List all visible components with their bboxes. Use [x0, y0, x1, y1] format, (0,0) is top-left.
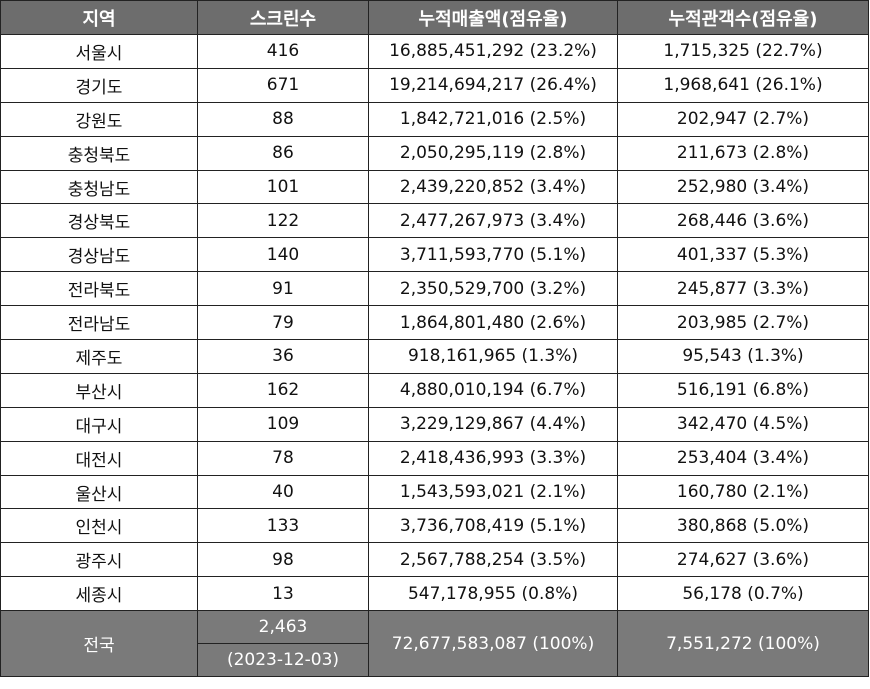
cell-audience: 202,947 (2.7%)	[617, 101, 869, 137]
table-row: 전라남도 79 1,864,801,480 (2.6%) 203,985 (2.7%)	[0, 305, 869, 341]
cell-screens: 91	[197, 271, 369, 307]
cell-region: 전라북도	[0, 271, 198, 307]
cell-sales: 2,050,295,119 (2.8%)	[368, 135, 618, 171]
table-row: 강원도 88 1,842,721,016 (2.5%) 202,947 (2.7%)	[0, 101, 869, 137]
cell-screens: 79	[197, 305, 369, 341]
cell-sales: 1,543,593,021 (2.1%)	[368, 474, 618, 510]
header-row: 지역 스크린수 누적매출액(점유율) 누적관객수(점유율)	[0, 0, 869, 35]
total-date: (2023-12-03)	[197, 643, 369, 678]
total-row: 전국 2,463 72,677,583,087 (100%) 7,551,272…	[0, 610, 869, 678]
cell-region: 대전시	[0, 440, 198, 476]
cell-screens: 122	[197, 203, 369, 239]
table-row: 부산시 162 4,880,010,194 (6.7%) 516,191 (6.8%)	[0, 372, 869, 408]
cell-region: 충청남도	[0, 169, 198, 205]
cell-audience: 274,627 (3.6%)	[617, 542, 869, 578]
cell-audience: 203,985 (2.7%)	[617, 305, 869, 341]
cell-sales: 2,477,267,973 (3.4%)	[368, 203, 618, 239]
cell-audience: 160,780 (2.1%)	[617, 474, 869, 510]
cell-region: 제주도	[0, 339, 198, 374]
cell-region: 대구시	[0, 406, 198, 442]
cell-region: 부산시	[0, 372, 198, 408]
table-body: 서울시 416 16,885,451,292 (23.2%) 1,715,325 (2…	[0, 34, 869, 612]
cell-region: 전라남도	[0, 305, 198, 341]
cell-region: 인천시	[0, 508, 198, 544]
cell-audience: 245,877 (3.3%)	[617, 271, 869, 307]
table-row: 세종시 13 547,178,955 (0.8%) 56,178 (0.7%)	[0, 576, 869, 612]
cell-sales: 3,711,593,770 (5.1%)	[368, 237, 618, 273]
table-row: 인천시 133 3,736,708,419 (5.1%) 380,868 (5.0%)	[0, 508, 869, 544]
cell-region: 충청북도	[0, 135, 198, 171]
cell-sales: 2,350,529,700 (3.2%)	[368, 271, 618, 307]
cell-screens: 13	[197, 576, 369, 612]
cell-audience: 268,446 (3.6%)	[617, 203, 869, 239]
cell-screens: 101	[197, 169, 369, 205]
table-row: 충청남도 101 2,439,220,852 (3.4%) 252,980 (3.4%…	[0, 169, 869, 205]
cell-screens: 162	[197, 372, 369, 408]
header-sales: 누적매출액(점유율)	[368, 0, 618, 35]
cell-screens: 98	[197, 542, 369, 578]
cell-audience: 342,470 (4.5%)	[617, 406, 869, 442]
total-audience: 7,551,272 (100%)	[617, 610, 869, 678]
header-audience: 누적관객수(점유율)	[617, 0, 869, 35]
cell-region: 강원도	[0, 101, 198, 137]
cell-audience: 516,191 (6.8%)	[617, 372, 869, 408]
cell-screens: 133	[197, 508, 369, 544]
cell-sales: 1,864,801,480 (2.6%)	[368, 305, 618, 341]
total-region: 전국	[0, 610, 198, 678]
cell-audience: 252,980 (3.4%)	[617, 169, 869, 205]
cell-sales: 918,161,965 (1.3%)	[368, 339, 618, 374]
table-row: 경상남도 140 3,711,593,770 (5.1%) 401,337 (5.3%…	[0, 237, 869, 273]
cell-screens: 140	[197, 237, 369, 273]
cell-sales: 19,214,694,217 (26.4%)	[368, 67, 618, 103]
cell-screens: 78	[197, 440, 369, 476]
cell-screens: 109	[197, 406, 369, 442]
table-row: 경상북도 122 2,477,267,973 (3.4%) 268,446 (3.6%…	[0, 203, 869, 239]
cell-audience: 211,673 (2.8%)	[617, 135, 869, 171]
cell-sales: 16,885,451,292 (23.2%)	[368, 34, 618, 69]
total-sales: 72,677,583,087 (100%)	[368, 610, 618, 678]
cell-screens: 88	[197, 101, 369, 137]
cell-sales: 3,229,129,867 (4.4%)	[368, 406, 618, 442]
header-screens: 스크린수	[197, 0, 369, 35]
cell-audience: 95,543 (1.3%)	[617, 339, 869, 374]
table-row: 대전시 78 2,418,436,993 (3.3%) 253,404 (3.4%)	[0, 440, 869, 476]
cell-sales: 2,567,788,254 (3.5%)	[368, 542, 618, 578]
cell-region: 광주시	[0, 542, 198, 578]
cell-sales: 3,736,708,419 (5.1%)	[368, 508, 618, 544]
total-screens: 2,463	[197, 610, 369, 645]
table-row: 광주시 98 2,567,788,254 (3.5%) 274,627 (3.6%)	[0, 542, 869, 578]
cell-sales: 1,842,721,016 (2.5%)	[368, 101, 618, 137]
cell-screens: 671	[197, 67, 369, 103]
cell-sales: 4,880,010,194 (6.7%)	[368, 372, 618, 408]
cell-audience: 56,178 (0.7%)	[617, 576, 869, 612]
cell-region: 세종시	[0, 576, 198, 612]
cell-audience: 1,968,641 (26.1%)	[617, 67, 869, 103]
cell-region: 경기도	[0, 67, 198, 103]
cell-audience: 1,715,325 (22.7%)	[617, 34, 869, 69]
cell-screens: 40	[197, 474, 369, 510]
table-row: 서울시 416 16,885,451,292 (23.2%) 1,715,325 (2…	[0, 34, 869, 69]
total-date-row: (2023-12-03)	[1, 643, 869, 678]
cell-region: 울산시	[0, 474, 198, 510]
cell-region: 경상남도	[0, 237, 198, 273]
cell-audience: 401,337 (5.3%)	[617, 237, 869, 273]
cell-region: 서울시	[0, 34, 198, 69]
cell-screens: 416	[197, 34, 369, 69]
table-row: 제주도 36 918,161,965 (1.3%) 95,543 (1.3%)	[0, 339, 869, 374]
cell-sales: 547,178,955 (0.8%)	[368, 576, 618, 612]
header-region: 지역	[0, 0, 198, 35]
cell-region: 경상북도	[0, 203, 198, 239]
table-row: 대구시 109 3,229,129,867 (4.4%) 342,470 (4.5%)	[0, 406, 869, 442]
cell-sales: 2,439,220,852 (3.4%)	[368, 169, 618, 205]
table-row: 전라북도 91 2,350,529,700 (3.2%) 245,877 (3.3%)	[0, 271, 869, 307]
cell-screens: 36	[197, 339, 369, 374]
table-row: 충청북도 86 2,050,295,119 (2.8%) 211,673 (2.8%)	[0, 135, 869, 171]
cell-screens: 86	[197, 135, 369, 171]
table-row: 울산시 40 1,543,593,021 (2.1%) 160,780 (2.1%)	[0, 474, 869, 510]
cell-audience: 253,404 (3.4%)	[617, 440, 869, 476]
cell-audience: 380,868 (5.0%)	[617, 508, 869, 544]
table-row: 경기도 671 19,214,694,217 (26.4%) 1,968,641 (2…	[0, 67, 869, 103]
cell-sales: 2,418,436,993 (3.3%)	[368, 440, 618, 476]
